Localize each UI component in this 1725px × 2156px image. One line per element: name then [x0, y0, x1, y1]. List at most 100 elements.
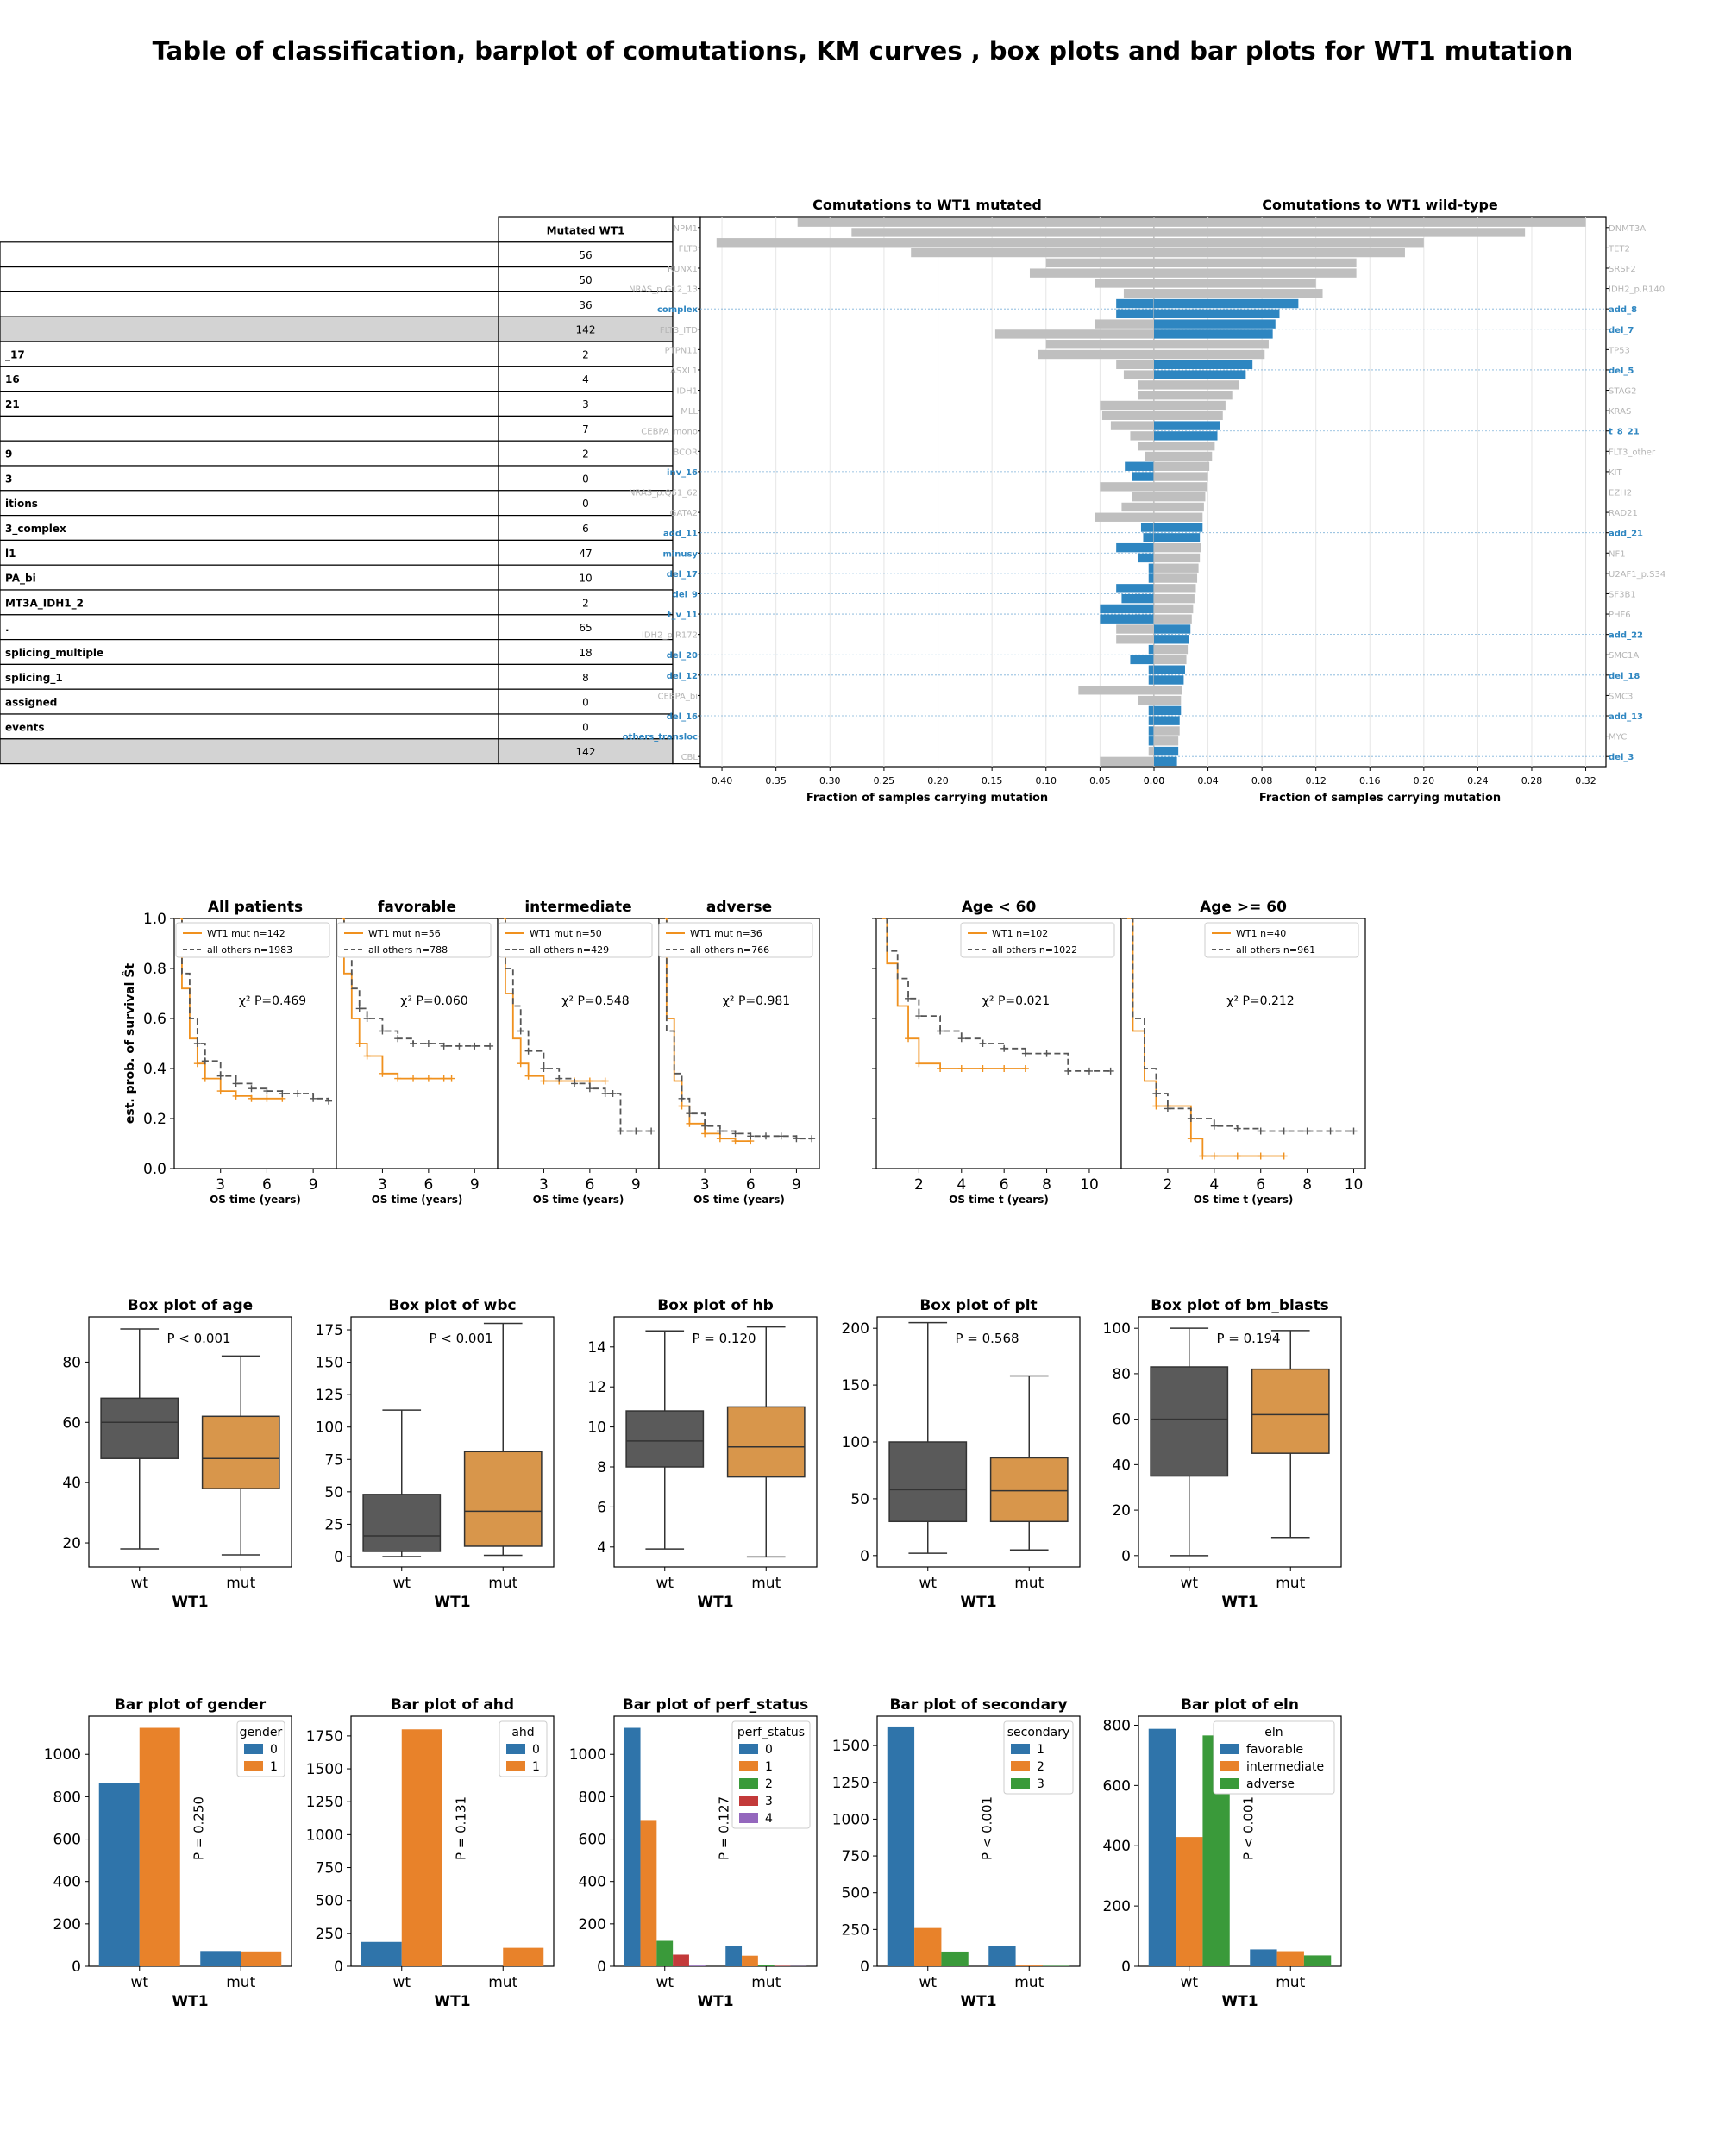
comut-category-label: add_21	[1609, 530, 1643, 539]
comut-category-label: FLT3	[679, 244, 698, 254]
box-y-tick-label: 20	[62, 1535, 81, 1552]
km-legend-box	[1204, 922, 1359, 958]
box-x-tick-label: mut	[226, 1575, 255, 1592]
bar-rect	[640, 1820, 657, 1966]
box-y-tick-label: 25	[324, 1516, 343, 1533]
table-row-label: itions	[5, 498, 38, 510]
comut-category-label: inv_16	[667, 468, 698, 478]
comut-bar	[1154, 411, 1223, 420]
bar-rect	[401, 1729, 442, 1966]
km-legend-box	[658, 922, 813, 958]
comut-category-label: SRSF2	[1609, 265, 1636, 274]
km-censor-mark	[701, 1130, 709, 1138]
table-row-value: 6	[582, 523, 589, 535]
comut-category-label: add_8	[1609, 305, 1637, 315]
comut-category-label: DNMT3A	[1609, 224, 1646, 234]
km-censor-mark	[571, 1080, 579, 1087]
bar-y-tick-label: 400	[53, 1874, 81, 1891]
bar-legend-title: secondary	[1007, 1726, 1070, 1739]
table-row-value: 2	[582, 348, 589, 360]
comut-bar	[1100, 756, 1154, 767]
table-row-value-cell	[498, 688, 674, 715]
km-legend-label: all others n=1022	[992, 944, 1077, 956]
table-row-label-cell	[0, 415, 499, 442]
comut-category-label: del_20	[667, 651, 698, 661]
km-pvalue: χ² P=0.469	[239, 994, 306, 1008]
table-row-value-cell	[498, 564, 674, 591]
comut-bar	[1148, 746, 1154, 756]
comut-bar	[1154, 472, 1208, 481]
table-row-label: 3_complex	[5, 523, 66, 536]
bar-legend-label: 3	[1037, 1777, 1044, 1791]
comut-x-tick-label: 0.00	[1144, 775, 1165, 787]
comut-category-label: add_13	[1609, 712, 1643, 722]
table-spacer-column	[672, 216, 701, 765]
km-censor-mark	[363, 1015, 371, 1022]
km-others-curve	[659, 918, 812, 1140]
table-row-value: 142	[576, 324, 596, 336]
table-row-label-cell	[0, 539, 499, 566]
comut-bar	[1154, 604, 1194, 614]
comut-x-tick-label: 0.28	[1521, 775, 1543, 787]
km-censor-mark	[263, 1087, 271, 1095]
box-y-tick-label: 14	[587, 1339, 606, 1357]
comut-bar	[1154, 400, 1226, 411]
bar-y-tick-label: 0	[334, 1959, 343, 1976]
km-others-curve	[174, 918, 329, 1101]
bar-panel-title: Bar plot of ahd	[391, 1696, 514, 1714]
box-x-tick-label: wt	[656, 1575, 674, 1592]
table-row-label-cell	[0, 316, 499, 342]
box-iqr	[362, 1494, 442, 1552]
bar-pvalue: P = 0.250	[191, 1796, 207, 1860]
bar-y-tick-label: 400	[1103, 1838, 1131, 1855]
km-censor-mark	[678, 1102, 686, 1110]
bar-y-tick-label: 1250	[306, 1794, 343, 1811]
comut-bar	[1095, 279, 1154, 288]
box-y-tick-label: 80	[62, 1354, 81, 1371]
comut-bar	[1116, 624, 1154, 634]
comut-category-label: TET2	[1608, 244, 1630, 254]
bar-legend-label: 0	[765, 1743, 773, 1757]
bar-pvalue: P < 0.001	[980, 1796, 995, 1860]
km-censor-mark	[701, 1122, 709, 1130]
km-censor-mark	[1280, 1127, 1288, 1135]
comut-bar	[1138, 391, 1154, 400]
bar-legend-label: 2	[1037, 1760, 1044, 1774]
table-row-label-cell	[0, 688, 499, 715]
table-row-value-cell	[498, 514, 674, 541]
bar-legend-title: perf_status	[737, 1726, 805, 1739]
bar-rect	[742, 1955, 758, 1966]
bar-x-axis-label: WT1	[960, 1993, 996, 2010]
comut-category-label: IDH2_p.R172	[642, 631, 698, 641]
box-y-tick-label: 4	[597, 1539, 606, 1557]
table-row-value: 3	[582, 398, 589, 411]
km-censor-mark	[601, 1090, 609, 1097]
km-censor-mark	[793, 1135, 800, 1143]
bar-rect	[624, 1727, 641, 1966]
km-censor-mark	[1107, 1067, 1114, 1075]
km-censor-mark	[355, 1005, 363, 1012]
comut-bar	[1148, 665, 1154, 674]
km-censor-mark	[363, 1052, 371, 1060]
comut-title: Comutations to WT1 mutated	[812, 197, 1042, 213]
bar-legend-label: 1	[765, 1760, 773, 1774]
bar-x-tick-label: mut	[1014, 1974, 1044, 1991]
km-censor-mark	[248, 1094, 255, 1102]
comut-x-tick-label: 0.40	[712, 775, 733, 787]
km-x-tick-label: 10	[1345, 1176, 1364, 1194]
bar-legend-box	[1213, 1720, 1335, 1795]
box-pvalue: P = 0.194	[1216, 1331, 1280, 1346]
bar-rect	[241, 1951, 282, 1966]
box-x-axis-label: WT1	[434, 1594, 470, 1611]
km-censor-mark	[586, 1085, 593, 1093]
bar-legend-swatch	[739, 1778, 758, 1789]
box-x-axis-label: WT1	[1221, 1594, 1258, 1611]
box-x-axis-label: WT1	[960, 1594, 996, 1611]
comut-bar	[1100, 482, 1154, 492]
table-row-value: 142	[576, 746, 596, 758]
box-panel-title: Box plot of wbc	[388, 1297, 516, 1314]
table-row-value-cell	[498, 663, 674, 690]
table-row-label-cell	[0, 564, 499, 591]
table-row-label: 3	[5, 473, 12, 485]
comut-x-axis-label: Fraction of samples carrying mutation	[1259, 792, 1501, 805]
